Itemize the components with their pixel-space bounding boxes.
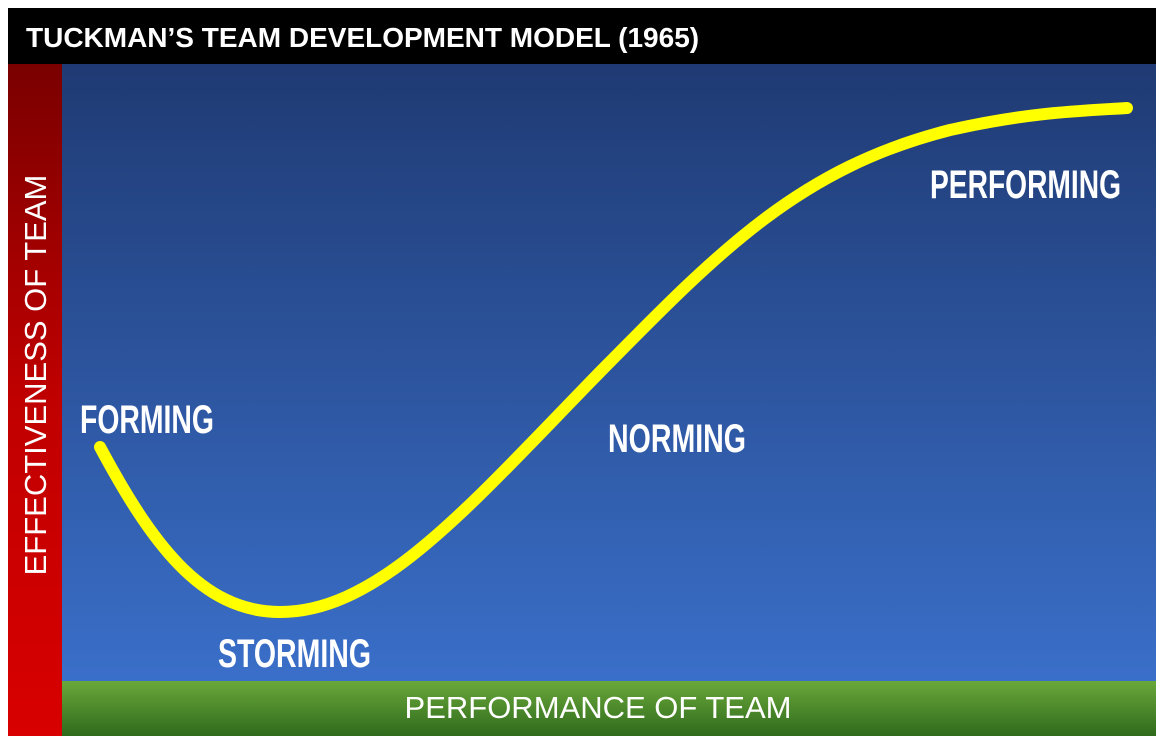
development-curve [94,102,1133,619]
title: TUCKMAN’S TEAM DEVELOPMENT MODEL (1965) [26,22,699,53]
plot-area [62,64,1156,681]
y-axis-label: EFFECTIVENESS OF TEAM [18,175,53,576]
title-bar [8,8,1156,64]
x-axis-label: PERFORMANCE OF TEAM [405,690,792,725]
stage-label: STORMING [218,632,371,676]
stage-label: PERFORMING [930,163,1121,207]
y-axis-bar [8,64,62,736]
stage-label: NORMING [608,417,746,461]
stage-label: FORMING [80,398,214,442]
x-axis-bar [62,681,1156,736]
